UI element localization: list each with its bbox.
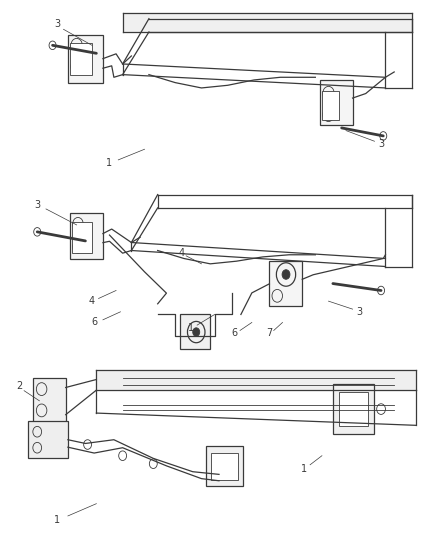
Text: 4: 4 [179,248,185,258]
Text: 3: 3 [378,139,384,149]
Bar [211,453,238,480]
Text: 7: 7 [266,328,272,338]
Bar [269,261,302,306]
Text: 3: 3 [34,200,40,210]
Text: 6: 6 [231,328,237,338]
Circle shape [193,328,200,336]
Bar [339,392,368,426]
Text: 3: 3 [356,307,362,317]
Bar [320,80,353,125]
Polygon shape [96,370,416,390]
Bar [72,222,92,253]
Bar [206,446,243,486]
Text: 2: 2 [17,382,23,391]
Bar [28,421,68,458]
Text: 3: 3 [54,19,60,29]
Text: 1: 1 [106,158,113,167]
Bar [322,91,339,120]
Text: 1: 1 [54,515,60,524]
Bar [33,378,66,424]
Bar [333,384,374,434]
Text: 1: 1 [187,323,194,333]
Text: 1: 1 [301,464,307,474]
Bar [70,213,103,259]
Polygon shape [123,13,412,32]
Circle shape [282,270,290,279]
Bar [68,35,103,83]
Bar [180,314,210,349]
Text: 4: 4 [89,296,95,306]
Bar [70,43,92,75]
Text: 6: 6 [91,318,97,327]
